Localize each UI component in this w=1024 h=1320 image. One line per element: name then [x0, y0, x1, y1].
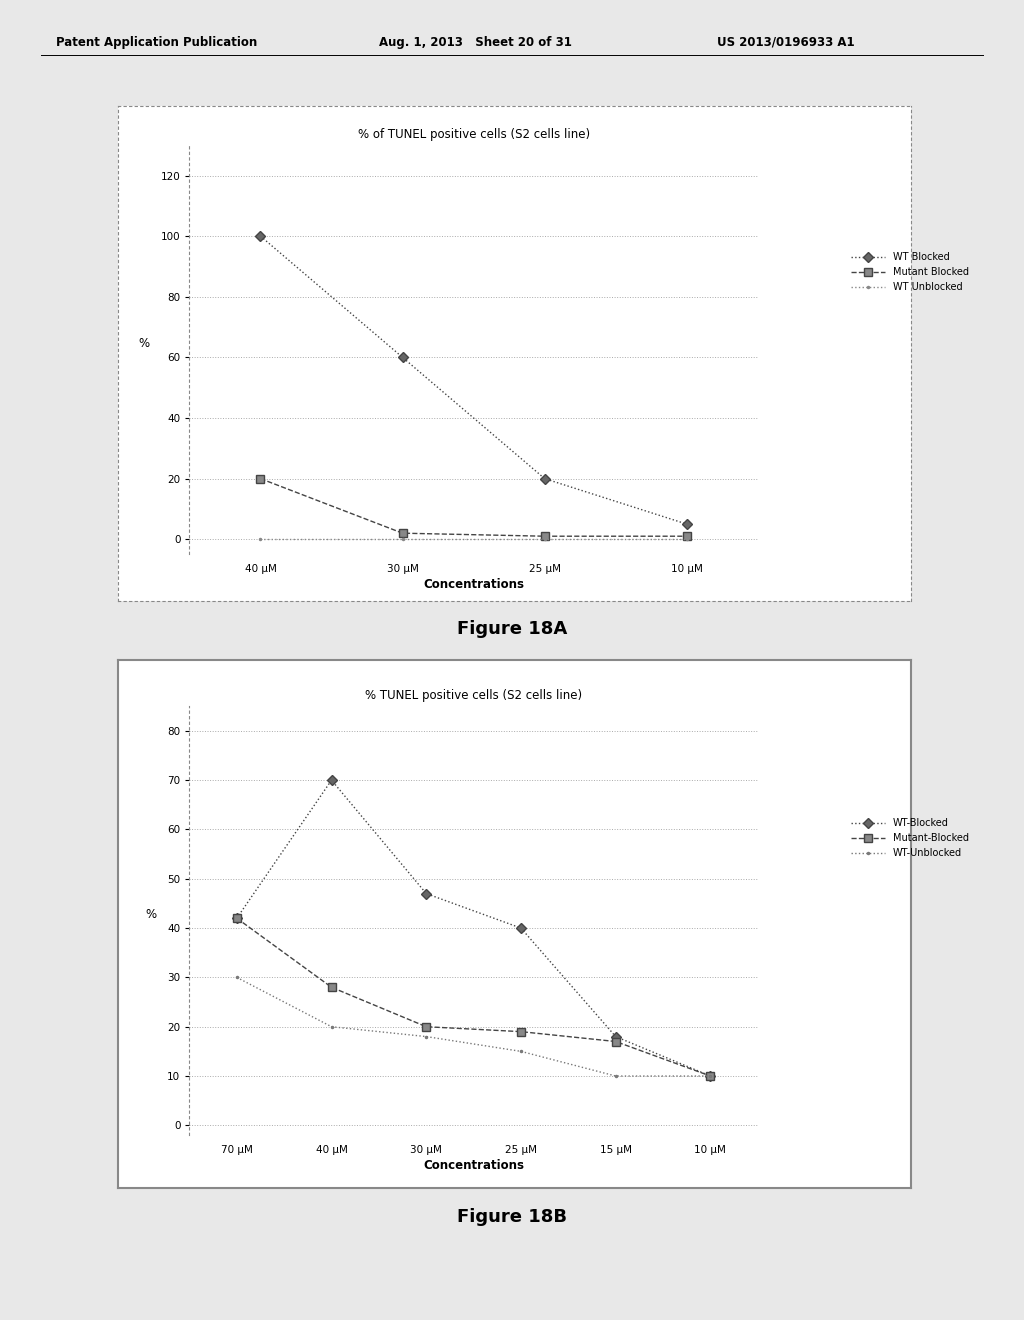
X-axis label: Concentrations: Concentrations: [423, 578, 524, 591]
Legend: WT Blocked, Mutant Blocked, WT Unblocked: WT Blocked, Mutant Blocked, WT Unblocked: [851, 252, 969, 292]
Legend: WT-Blocked, Mutant-Blocked, WT-Unblocked: WT-Blocked, Mutant-Blocked, WT-Unblocked: [851, 818, 969, 858]
Title: % of TUNEL positive cells (S2 cells line): % of TUNEL positive cells (S2 cells line…: [357, 128, 590, 141]
Y-axis label: %: %: [145, 908, 157, 921]
Y-axis label: %: %: [138, 337, 150, 350]
X-axis label: Concentrations: Concentrations: [423, 1159, 524, 1172]
Text: Figure 18B: Figure 18B: [457, 1208, 567, 1226]
Text: Patent Application Publication: Patent Application Publication: [56, 36, 258, 49]
Title: % TUNEL positive cells (S2 cells line): % TUNEL positive cells (S2 cells line): [365, 689, 583, 702]
Text: Aug. 1, 2013   Sheet 20 of 31: Aug. 1, 2013 Sheet 20 of 31: [379, 36, 571, 49]
Text: US 2013/0196933 A1: US 2013/0196933 A1: [717, 36, 854, 49]
Text: Figure 18A: Figure 18A: [457, 620, 567, 639]
